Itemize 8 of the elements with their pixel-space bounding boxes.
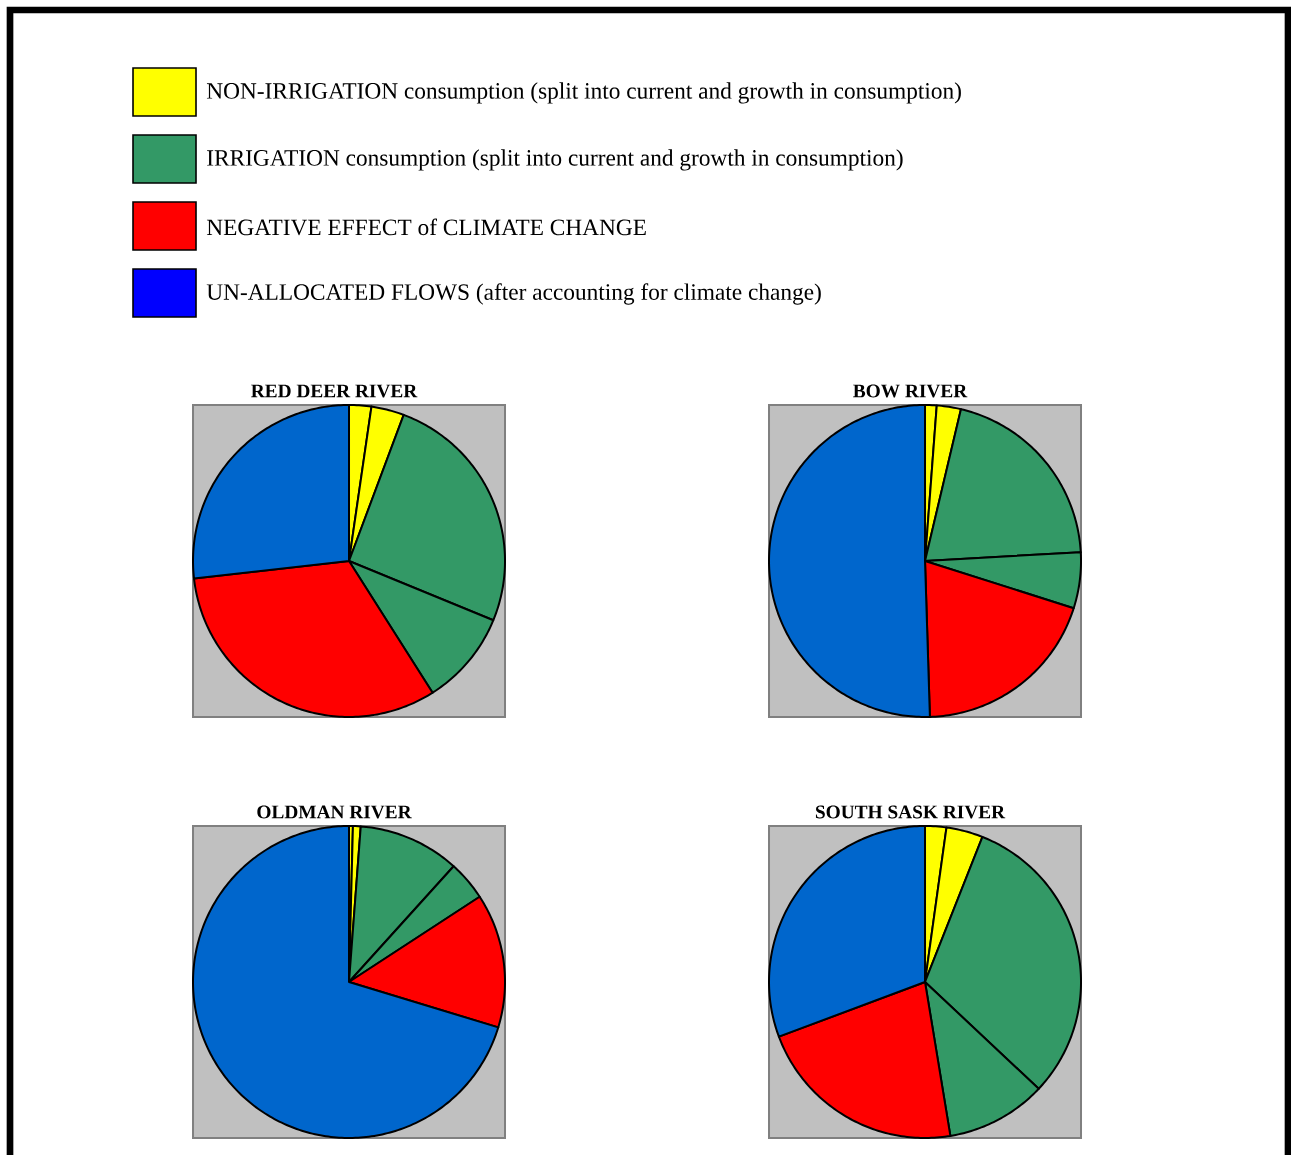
chart-title: SOUTH SASK RIVER xyxy=(815,805,1006,819)
chart-title: RED DEER RIVER xyxy=(251,384,418,398)
legend-label: NON-IRRIGATION consumption (split into current and growth in consumption) xyxy=(206,82,961,104)
legend-label: UN-ALLOCATED FLOWS (after accounting for climate change) xyxy=(206,283,821,305)
chart-title: BOW RIVER xyxy=(853,384,968,398)
legend-label: NEGATIVE EFFECT of CLIMATE CHANGE xyxy=(206,218,646,236)
chart-title: OLDMAN RIVER xyxy=(257,805,412,819)
legend-label: IRRIGATION consumption (split into current and growth in consumption) xyxy=(207,149,903,171)
